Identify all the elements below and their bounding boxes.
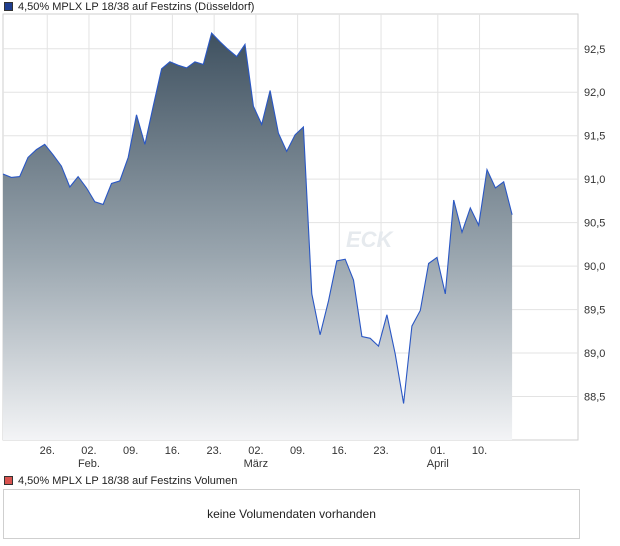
y-tick-label: 90,5 (584, 218, 605, 230)
x-tick-label: 23. (206, 445, 221, 457)
volume-panel: keine Volumendaten vorhanden (3, 489, 580, 539)
x-month-label: April (427, 458, 449, 470)
price-legend: 4,50% MPLX LP 18/38 auf Festzins (Düssel… (4, 0, 254, 13)
x-tick-label: 09. (290, 445, 305, 457)
volume-legend: 4,50% MPLX LP 18/38 auf Festzins Volumen (4, 474, 237, 487)
y-tick-label: 90,0 (584, 261, 605, 273)
x-tick-label: 02. (248, 445, 263, 457)
price-chart: ECK 88,5 89,0 89,5 90,0 90,5 91,0 91,5 92,0 92,5… (2, 13, 605, 470)
y-tick-label: 89,5 (584, 305, 605, 317)
x-month-label: März (244, 458, 268, 470)
watermark: ECK (346, 227, 395, 252)
volume-legend-swatch (4, 476, 13, 485)
x-tick-label: 02. (81, 445, 96, 457)
no-volume-message: keine Volumendaten vorhanden (207, 507, 376, 521)
x-tick-label: 23. (373, 445, 388, 457)
y-tick-label: 88,5 (584, 392, 605, 404)
y-tick-label: 91,5 (584, 131, 605, 143)
x-tick-label: 16. (332, 445, 347, 457)
y-axis-labels: 88,5 89,0 89,5 90,0 90,5 91,0 91,5 92,0 92,5 (584, 44, 605, 404)
volume-legend-label: 4,50% MPLX LP 18/38 auf Festzins Volumen (18, 474, 238, 487)
x-tick-label: 10. (472, 445, 487, 457)
y-tick-label: 92,5 (584, 44, 605, 56)
x-tick-label: 26. (40, 445, 55, 457)
x-tick-label: 09. (123, 445, 138, 457)
x-tick-label: 16. (165, 445, 180, 457)
price-legend-swatch (4, 2, 13, 11)
price-area (3, 33, 513, 440)
x-month-label: Feb. (78, 458, 100, 470)
y-tick-label: 91,0 (584, 174, 605, 186)
y-tick-label: 92,0 (584, 87, 605, 99)
price-line (2, 32, 513, 404)
price-legend-label: 4,50% MPLX LP 18/38 auf Festzins (Düssel… (18, 0, 255, 13)
y-tick-label: 89,0 (584, 348, 605, 360)
x-tick-label: 01. (430, 445, 445, 457)
